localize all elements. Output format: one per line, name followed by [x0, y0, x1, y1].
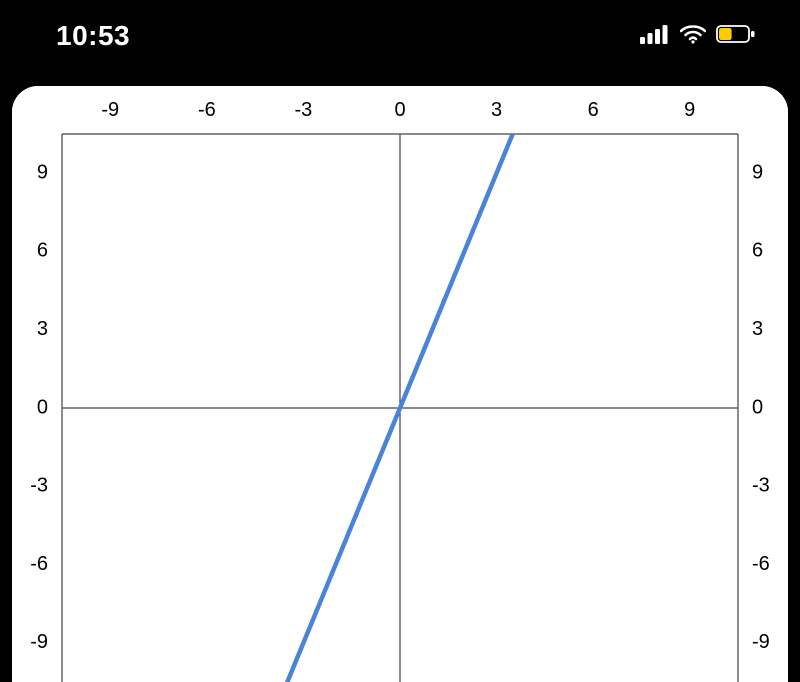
y-tick-label-right: 0 [752, 396, 763, 418]
y-tick-label-left: -6 [30, 553, 48, 575]
x-tick-label: -6 [198, 99, 216, 121]
y-tick-label-right: -3 [752, 475, 770, 497]
y-tick-label-left: -3 [30, 475, 48, 497]
y-tick-label-left: 3 [37, 318, 48, 340]
x-tick-label: 6 [588, 99, 599, 121]
y-tick-label-left: 0 [37, 396, 48, 418]
y-tick-label-left: 9 [37, 161, 48, 183]
line-chart: -9 -6 -3 0 3 6 9 -9 -9 -6 -6 -3 -3 0 0 3 3 6 6 9 9 [12, 86, 788, 682]
y-tick-label-right: 9 [752, 161, 763, 183]
x-tick-label: -9 [101, 99, 119, 121]
wifi-icon [680, 24, 706, 49]
status-time: 10:53 [56, 20, 130, 52]
y-tick-label-right: 6 [752, 240, 763, 262]
x-tick-label: -3 [295, 99, 313, 121]
status-bar: 10:53 [0, 0, 800, 72]
y-tick-label-right: 3 [752, 318, 763, 340]
y-tick-label-left: 6 [37, 240, 48, 262]
y-tick-label-right: -9 [752, 631, 770, 653]
x-tick-label: 0 [394, 99, 405, 121]
status-icons [640, 24, 756, 49]
cellular-icon [640, 24, 670, 49]
battery-icon [716, 24, 756, 49]
x-tick-label: 9 [684, 99, 695, 121]
y-tick-label-right: -6 [752, 553, 770, 575]
y-tick-label-left: -9 [30, 631, 48, 653]
chart-card: -9 -6 -3 0 3 6 9 -9 -9 -6 -6 -3 -3 0 0 3 3 6 6 9 9 [12, 86, 788, 682]
x-tick-label: 3 [491, 99, 502, 121]
